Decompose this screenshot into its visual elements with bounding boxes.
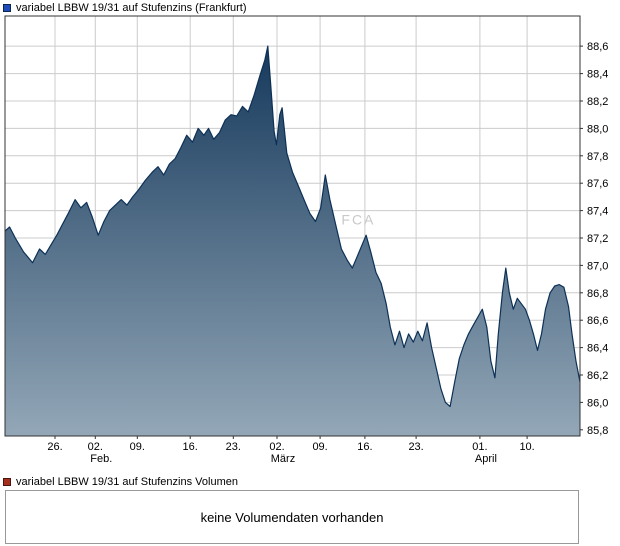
svg-text:26.: 26. <box>47 441 62 453</box>
svg-text:88,0: 88,0 <box>587 123 608 135</box>
svg-text:09.: 09. <box>312 441 327 453</box>
svg-text:88,2: 88,2 <box>587 96 608 108</box>
svg-text:April: April <box>475 453 497 465</box>
volume-chart-legend: variabel LBBW 19/31 auf Stufenzins Volum… <box>3 476 238 488</box>
svg-text:88,6: 88,6 <box>587 41 608 53</box>
svg-text:86,6: 86,6 <box>587 315 608 327</box>
svg-text:23.: 23. <box>226 441 241 453</box>
price-chart-legend: variabel LBBW 19/31 auf Stufenzins (Fran… <box>3 2 247 14</box>
svg-text:FCA: FCA <box>341 211 375 227</box>
volume-panel: keine Volumendaten vorhanden <box>5 490 579 544</box>
svg-text:87,0: 87,0 <box>587 260 608 272</box>
svg-text:23.: 23. <box>408 441 423 453</box>
svg-text:87,2: 87,2 <box>587 233 608 245</box>
svg-text:16.: 16. <box>183 441 198 453</box>
price-series-swatch-icon <box>3 4 11 12</box>
svg-text:09.: 09. <box>130 441 145 453</box>
volume-series-label: variabel LBBW 19/31 auf Stufenzins Volum… <box>16 476 238 488</box>
svg-text:86,0: 86,0 <box>587 397 608 409</box>
svg-text:87,4: 87,4 <box>587 206 608 218</box>
price-series-label: variabel LBBW 19/31 auf Stufenzins (Fran… <box>16 2 247 14</box>
svg-text:87,8: 87,8 <box>587 151 608 163</box>
svg-text:86,4: 86,4 <box>587 343 608 355</box>
svg-text:März: März <box>271 453 295 465</box>
price-chart-plot: FCA 88,6 88,4 88,2 88,0 87,8 87,6 87,4 87,2 87,0 8… <box>4 15 608 465</box>
svg-text:88,4: 88,4 <box>587 69 608 81</box>
svg-text:86,2: 86,2 <box>587 370 608 382</box>
svg-text:Feb.: Feb. <box>90 453 112 465</box>
svg-text:02.: 02. <box>269 441 284 453</box>
svg-text:86,8: 86,8 <box>587 288 608 300</box>
svg-text:01.: 01. <box>472 441 487 453</box>
svg-text:10.: 10. <box>519 441 534 453</box>
volume-series-swatch-icon <box>3 478 11 486</box>
svg-text:16.: 16. <box>357 441 372 453</box>
svg-text:85,8: 85,8 <box>587 425 608 437</box>
svg-text:87,6: 87,6 <box>587 178 608 190</box>
volume-empty-message: keine Volumendaten vorhanden <box>200 509 384 525</box>
svg-text:02.: 02. <box>88 441 103 453</box>
